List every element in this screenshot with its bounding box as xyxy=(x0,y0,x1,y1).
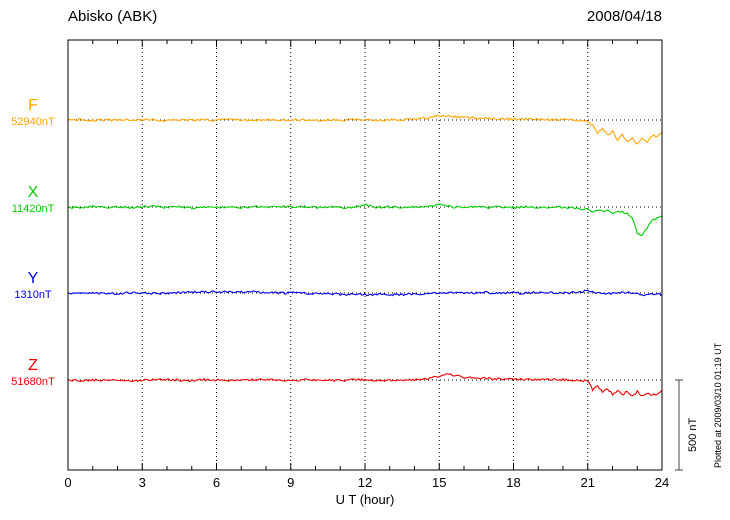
series-y-baseline-value: 1310nT xyxy=(14,289,52,301)
series-z-name: Z xyxy=(28,357,38,374)
series-f-name: F xyxy=(28,97,38,114)
series-z-baseline-value: 51680nT xyxy=(11,376,55,388)
trace-Z xyxy=(67,372,663,397)
trace-F xyxy=(67,114,663,145)
plotted-at-note: Plotted at 2009/03/10 01:19 UT xyxy=(713,342,723,468)
series-y-name: Y xyxy=(27,270,39,287)
x-axis-label: U T (hour) xyxy=(335,492,395,507)
plot-date: 2008/04/18 xyxy=(586,8,662,25)
series-y-label: Y 1310nT xyxy=(2,269,64,302)
x-tick-label: 6 xyxy=(213,475,220,490)
x-tick-label: 15 xyxy=(432,475,446,490)
trace-Y xyxy=(67,289,663,297)
series-x-label: X 11420nT xyxy=(2,183,64,216)
x-tick-label: 21 xyxy=(581,475,595,490)
trace-X xyxy=(67,203,663,236)
series-f-baseline-value: 52940nT xyxy=(11,116,55,128)
series-f-label: F 52940nT xyxy=(2,96,64,129)
x-tick-label: 12 xyxy=(358,475,372,490)
x-tick-label: 9 xyxy=(287,475,294,490)
x-tick-label: 3 xyxy=(139,475,146,490)
station-title: Abisko (ABK) xyxy=(68,8,158,25)
scale-bar-label: 500 nT xyxy=(687,417,699,452)
x-tick-label: 0 xyxy=(64,475,71,490)
series-x-name: X xyxy=(27,184,39,201)
x-tick-label: 24 xyxy=(655,475,669,490)
x-tick-label: 18 xyxy=(506,475,520,490)
series-x-baseline-value: 11420nT xyxy=(11,203,55,215)
series-z-label: Z 51680nT xyxy=(2,356,64,389)
plot-frame xyxy=(67,39,663,471)
